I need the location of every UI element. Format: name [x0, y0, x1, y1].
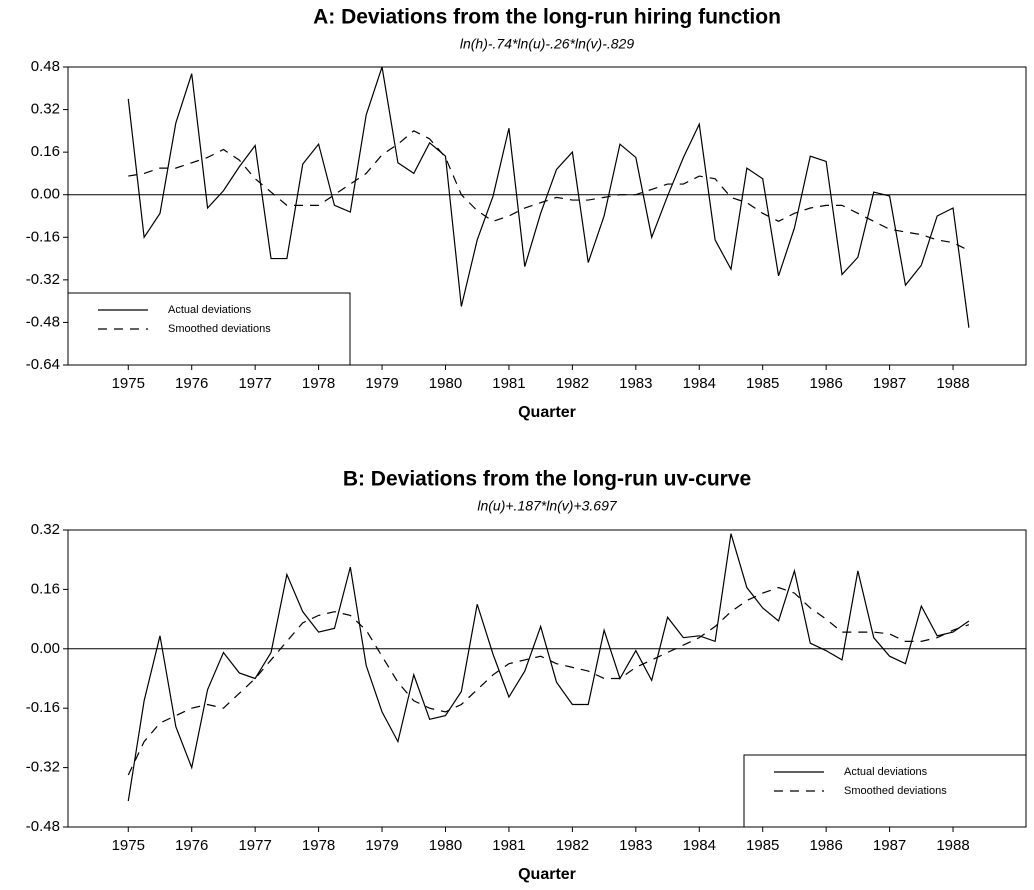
chart-title: B: Deviations from the long-run uv-curve — [343, 468, 751, 491]
y-tick-label: 0.16 — [31, 143, 60, 160]
x-tick-label: 1988 — [936, 837, 969, 854]
y-tick-label: 0.00 — [31, 186, 60, 203]
x-tick-label: 1979 — [365, 837, 398, 854]
y-tick-label: 0.32 — [31, 101, 60, 118]
y-tick-label: -0.32 — [26, 759, 60, 776]
legend-label: Actual deviations — [168, 304, 252, 316]
y-tick-label: -0.32 — [26, 271, 60, 288]
x-tick-label: 1981 — [492, 375, 525, 392]
x-tick-label: 1977 — [238, 375, 271, 392]
x-tick-label: 1982 — [556, 375, 589, 392]
x-tick-label: 1987 — [873, 375, 906, 392]
x-tick-label: 1981 — [492, 837, 525, 854]
legend-label: Smoothed deviations — [844, 785, 947, 797]
x-tick-label: 1985 — [746, 375, 779, 392]
series-line — [128, 130, 970, 252]
legend-label: Actual deviations — [844, 766, 928, 778]
y-tick-label: 0.16 — [31, 580, 60, 597]
legend-label: Smoothed deviations — [168, 323, 271, 335]
x-tick-label: 1978 — [302, 375, 335, 392]
x-axis-label: Quarter — [518, 866, 576, 883]
x-tick-label: 1977 — [238, 837, 271, 854]
y-tick-label: -0.48 — [26, 313, 60, 330]
x-tick-label: 1975 — [112, 837, 145, 854]
y-tick-label: -0.48 — [26, 818, 60, 835]
series-line — [127, 586, 970, 776]
x-tick-label: 1988 — [936, 375, 969, 392]
x-axis-label: Quarter — [518, 404, 576, 421]
x-tick-label: 1978 — [302, 837, 335, 854]
x-tick-label: 1985 — [746, 837, 779, 854]
y-tick-label: 0.48 — [31, 58, 60, 75]
chart-subtitle: ln(u)+.187*ln(v)+3.697 — [477, 498, 618, 514]
y-tick-label: -0.64 — [26, 356, 60, 373]
series-line — [127, 533, 970, 802]
x-tick-label: 1986 — [809, 837, 842, 854]
y-tick-label: 0.00 — [31, 640, 60, 657]
chart-title: A: Deviations from the long-run hiring f… — [313, 6, 781, 29]
x-tick-label: 1986 — [809, 375, 842, 392]
legend: Actual deviations Smoothed deviations — [743, 754, 1027, 828]
legend: Actual deviations Smoothed deviations — [67, 292, 351, 366]
x-tick-label: 1983 — [619, 375, 652, 392]
x-tick-label: 1976 — [175, 837, 208, 854]
x-tick-label: 1984 — [683, 375, 716, 392]
chart-subtitle: ln(h)-.74*ln(u)-.26*ln(v)-.829 — [460, 36, 635, 52]
x-tick-label: 1980 — [429, 837, 462, 854]
y-tick-label: -0.16 — [26, 228, 60, 245]
plot-frame — [67, 66, 1027, 366]
x-tick-label: 1987 — [873, 837, 906, 854]
x-tick-label: 1975 — [112, 375, 145, 392]
y-tick-label: 0.32 — [31, 521, 60, 538]
x-tick-label: 1976 — [175, 375, 208, 392]
series-line — [127, 66, 970, 328]
x-tick-label: 1980 — [429, 375, 462, 392]
x-tick-label: 1979 — [365, 375, 398, 392]
y-tick-label: -0.16 — [26, 699, 60, 716]
x-tick-label: 1982 — [556, 837, 589, 854]
x-tick-label: 1983 — [619, 837, 652, 854]
plot-frame — [67, 529, 1027, 828]
x-tick-label: 1984 — [683, 837, 716, 854]
